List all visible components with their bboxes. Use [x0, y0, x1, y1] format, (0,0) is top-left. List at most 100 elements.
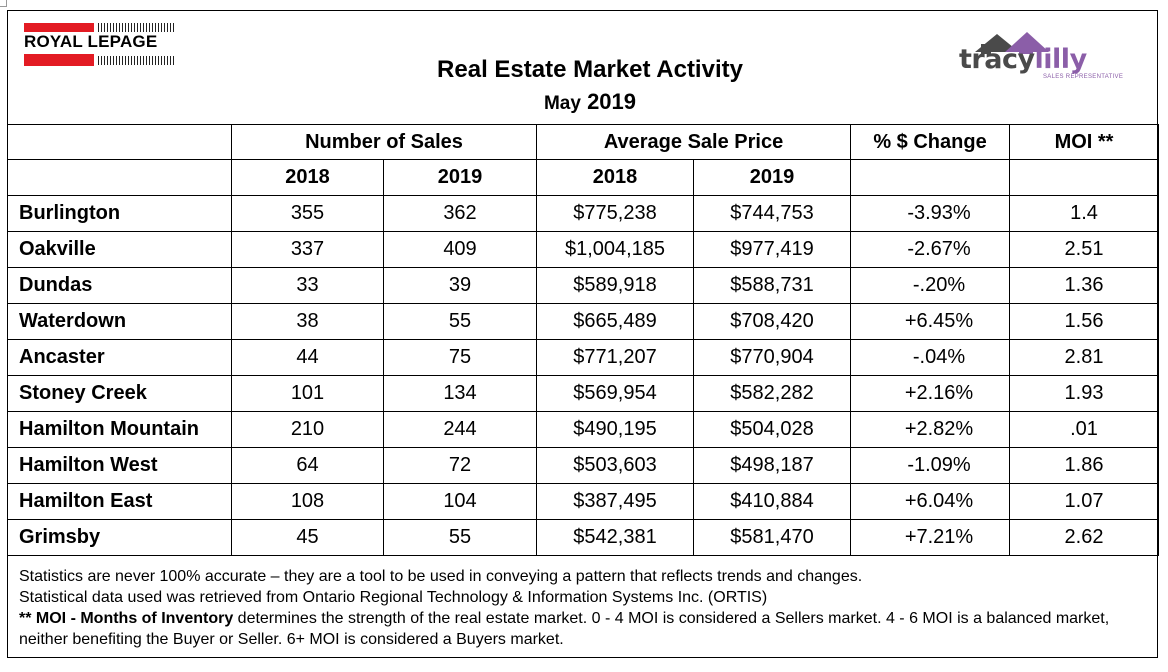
- price-2018-cell: $771,207: [536, 339, 695, 376]
- moi-cell: 1.86: [1009, 447, 1160, 484]
- sales-2019-cell: 72: [382, 447, 538, 484]
- group-header-row: Number of Sales Average Sale Price % $ C…: [7, 124, 1160, 160]
- table-row: Ancaster 44 75 $771,207 $770,904 -.04% 2.81: [7, 339, 1160, 376]
- city-cell: Burlington: [7, 195, 232, 232]
- footnote-moi-term: ** MOI - Months of Inventory: [19, 610, 234, 627]
- tracy-lilly-logo: tracylilly SALES REPRESENTATIVE: [955, 28, 1145, 88]
- percent-change-cell: -1.09%: [850, 447, 1011, 484]
- price-2019-cell: $498,187: [693, 447, 852, 484]
- percent-change-cell: -3.93%: [850, 195, 1011, 232]
- sales-2018-cell: 210: [231, 411, 384, 448]
- sales-2019-cell: 55: [382, 519, 538, 556]
- price-2018-cell: $775,238: [536, 195, 695, 232]
- price-2018-cell: $387,495: [536, 483, 695, 520]
- percent-change-cell: +6.45%: [850, 303, 1011, 340]
- sales-2019-cell: 104: [382, 483, 538, 520]
- royal-lepage-wordmark: ROYAL LEPAGE: [24, 32, 158, 51]
- sales-2019-cell: 39: [382, 267, 538, 304]
- city-cell: Stoney Creek: [7, 375, 232, 412]
- price-2019-cell: $582,282: [693, 375, 852, 412]
- percent-change-cell: -2.67%: [850, 231, 1011, 268]
- header-sales-2018: 2018: [231, 159, 384, 196]
- header-number-of-sales: Number of Sales: [230, 124, 538, 160]
- footnote-accuracy: Statistics are never 100% accurate – the…: [19, 568, 863, 585]
- sales-2019-cell: 55: [382, 303, 538, 340]
- city-cell: Grimsby: [7, 519, 232, 556]
- price-2019-cell: $708,420: [693, 303, 852, 340]
- market-activity-table: Number of Sales Average Sale Price % $ C…: [7, 124, 1160, 556]
- sales-2018-cell: 355: [231, 195, 384, 232]
- city-cell: Hamilton West: [7, 447, 232, 484]
- header-moi: MOI **: [1009, 124, 1160, 160]
- header-price-2019: 2019: [693, 159, 852, 196]
- tracy-lilly-tagline: SALES REPRESENTATIVE: [1043, 74, 1124, 80]
- moi-cell: 1.36: [1009, 267, 1160, 304]
- header-price-2018: 2018: [536, 159, 695, 196]
- sales-2018-cell: 44: [231, 339, 384, 376]
- price-2019-cell: $744,753: [693, 195, 852, 232]
- sales-2018-cell: 337: [231, 231, 384, 268]
- sales-2019-cell: 244: [382, 411, 538, 448]
- header-percent-change: % $ Change: [850, 124, 1011, 160]
- price-2019-cell: $770,904: [693, 339, 852, 376]
- sales-2018-cell: 33: [231, 267, 384, 304]
- sales-2019-cell: 75: [382, 339, 538, 376]
- footnote-moi: ** MOI - Months of Inventory determines …: [19, 608, 1149, 650]
- sales-2018-cell: 38: [231, 303, 384, 340]
- table-row: Hamilton Mountain 210 244 $490,195 $504,028 +…: [7, 411, 1160, 448]
- percent-change-cell: +7.21%: [850, 519, 1011, 556]
- header-blank-cell: [7, 159, 232, 196]
- table-row: Waterdown 38 55 $665,489 $708,420 +6.45% 1.56: [7, 303, 1160, 340]
- footnote-moi-definition: determines the strength of the real esta…: [19, 610, 1110, 648]
- subtitle-year: 2019: [587, 89, 637, 114]
- price-2019-cell: $581,470: [693, 519, 852, 556]
- price-2018-cell: $490,195: [536, 411, 695, 448]
- city-cell: Waterdown: [7, 303, 232, 340]
- moi-cell: 2.62: [1009, 519, 1160, 556]
- page-subtitle: May 2019: [300, 89, 880, 115]
- sales-2018-cell: 64: [231, 447, 384, 484]
- header-blank-cell: [7, 124, 232, 160]
- page-corner-mark: [0, 0, 7, 7]
- header-average-sale-price: Average Sale Price: [536, 124, 852, 160]
- price-2019-cell: $588,731: [693, 267, 852, 304]
- price-2018-cell: $503,603: [536, 447, 695, 484]
- royal-lepage-logo: ROYAL LEPAGE: [24, 22, 174, 66]
- moi-cell: 2.51: [1009, 231, 1160, 268]
- header-sales-2019: 2019: [382, 159, 538, 196]
- sales-2018-cell: 45: [231, 519, 384, 556]
- percent-change-cell: -.20%: [850, 267, 1011, 304]
- sales-2019-cell: 409: [382, 231, 538, 268]
- subtitle-month: May: [543, 93, 581, 114]
- moi-cell: 1.56: [1009, 303, 1160, 340]
- header-blank-cell: [850, 159, 1011, 196]
- percent-change-cell: +2.16%: [850, 375, 1011, 412]
- price-2018-cell: $1,004,185: [536, 231, 695, 268]
- percent-change-cell: -.04%: [850, 339, 1011, 376]
- moi-cell: 1.07: [1009, 483, 1160, 520]
- tracy-lilly-wordmark: tracylilly: [959, 44, 1087, 75]
- price-2019-cell: $504,028: [693, 411, 852, 448]
- house-icon: [975, 32, 1049, 54]
- table-row: Stoney Creek 101 134 $569,954 $582,282 +2.16%…: [7, 375, 1160, 412]
- footnotes: Statistics are never 100% accurate – the…: [19, 566, 1149, 650]
- table-row: Burlington 355 362 $775,238 $744,753 -3.93% 1.…: [7, 195, 1160, 232]
- price-2019-cell: $410,884: [693, 483, 852, 520]
- sales-2019-cell: 134: [382, 375, 538, 412]
- table-row: Hamilton East 108 104 $387,495 $410,884 +6.04…: [7, 483, 1160, 520]
- percent-change-cell: +2.82%: [850, 411, 1011, 448]
- price-2018-cell: $569,954: [536, 375, 695, 412]
- table-row: Grimsby 45 55 $542,381 $581,470 +7.21% 2.62: [7, 519, 1160, 556]
- price-2018-cell: $542,381: [536, 519, 695, 556]
- table-body: Burlington 355 362 $775,238 $744,753 -3.93% 1.…: [7, 195, 1160, 556]
- percent-change-cell: +6.04%: [850, 483, 1011, 520]
- price-2018-cell: $589,918: [536, 267, 695, 304]
- table-row: Oakville 337 409 $1,004,185 $977,419 -2.67% 2.…: [7, 231, 1160, 268]
- footnote-source: Statistical data used was retrieved from…: [19, 589, 768, 606]
- sales-2019-cell: 362: [382, 195, 538, 232]
- moi-cell: 1.4: [1009, 195, 1160, 232]
- city-cell: Oakville: [7, 231, 232, 268]
- price-2019-cell: $977,419: [693, 231, 852, 268]
- sales-2018-cell: 108: [231, 483, 384, 520]
- year-header-row: 2018 2019 2018 2019: [7, 159, 1160, 196]
